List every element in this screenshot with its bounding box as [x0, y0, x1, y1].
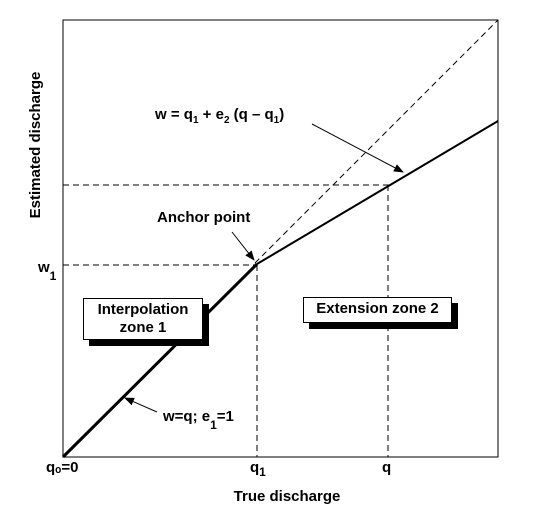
- interpolation-zone-line2: zone 1: [119, 319, 167, 336]
- zone1-formula-arrow: [124, 397, 158, 413]
- interpolation-zone-line1: Interpolation: [97, 301, 189, 318]
- anchor-point-label: Anchor point: [157, 209, 250, 226]
- one-to-one-dashed-line: [254, 19, 499, 264]
- plot-frame: [62, 19, 499, 458]
- zone1-formula: w=q; e1=1: [162, 408, 234, 432]
- anchor-point-arrow: [231, 231, 255, 261]
- q1-tick-label: q1: [250, 459, 266, 479]
- origin-tick-label: qₒ=0: [46, 459, 78, 476]
- extension-zone-label: Extension zone 2: [316, 300, 439, 317]
- extension-formula-arrow: [311, 123, 404, 173]
- extension-formula: w = q1 + e2 (q – q1): [154, 106, 284, 126]
- interpolation-zone-box: Interpolation zone 1: [83, 298, 203, 340]
- x-axis-label: True discharge: [234, 488, 341, 505]
- w1-tick-label: w1: [37, 259, 57, 283]
- extension-zone-box: Extension zone 2: [303, 297, 452, 323]
- q-tick-label: q: [382, 459, 391, 476]
- extension-segment: [256, 120, 499, 265]
- y-axis-label: Estimated discharge: [27, 72, 44, 219]
- interpolation-segment: [61, 262, 259, 459]
